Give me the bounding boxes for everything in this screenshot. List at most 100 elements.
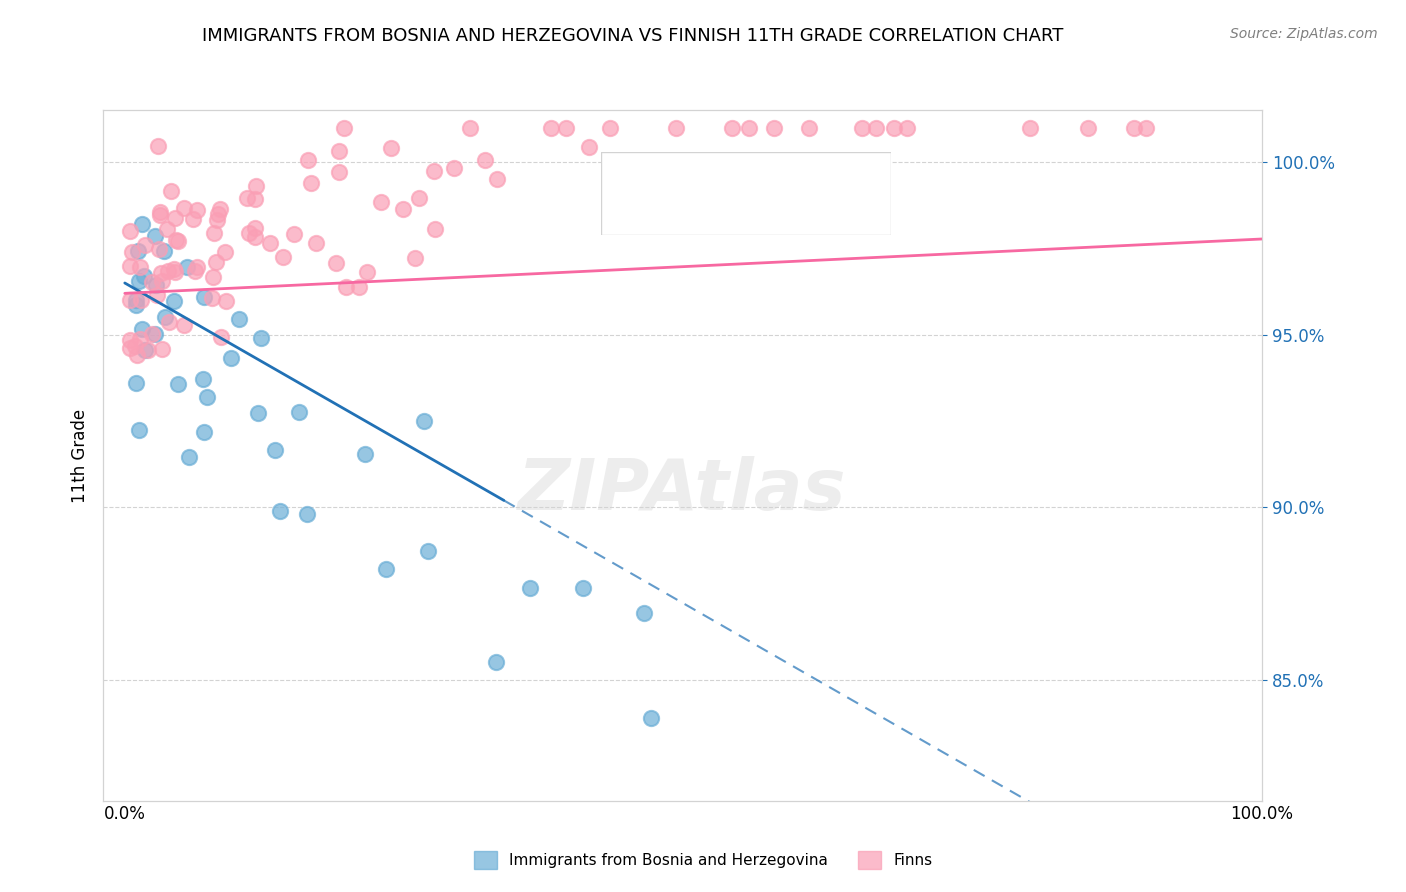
Point: [247, 406, 270, 420]
Point: [193, 290, 215, 304]
Point: [797, 120, 820, 135]
Point: [356, 265, 378, 279]
Point: [186, 203, 208, 218]
Point: [599, 120, 621, 135]
Point: [209, 330, 232, 344]
Point: [124, 376, 146, 391]
Point: [148, 138, 170, 153]
Point: [207, 206, 229, 220]
Point: [721, 120, 744, 135]
Point: [380, 141, 402, 155]
Point: [347, 280, 370, 294]
Point: [173, 318, 195, 333]
Point: [201, 291, 224, 305]
Point: [163, 211, 186, 226]
Point: [1077, 120, 1099, 135]
Point: [191, 372, 214, 386]
Point: [143, 326, 166, 341]
Point: [128, 274, 150, 288]
Point: [269, 504, 291, 518]
Point: [738, 120, 761, 135]
Point: [149, 208, 172, 222]
Point: [250, 331, 273, 345]
Point: [150, 342, 173, 356]
Point: [1135, 120, 1157, 135]
Point: [120, 333, 142, 347]
Point: [245, 230, 267, 244]
Point: [134, 343, 156, 357]
Point: [271, 250, 294, 264]
Point: [193, 425, 215, 439]
Point: [295, 507, 318, 521]
Point: [214, 293, 236, 308]
Point: [152, 274, 174, 288]
Point: [236, 191, 259, 205]
Point: [214, 245, 236, 260]
Point: [865, 120, 887, 135]
Point: [156, 221, 179, 235]
Point: [283, 227, 305, 241]
Point: [1123, 120, 1146, 135]
Y-axis label: 11th Grade: 11th Grade: [72, 409, 89, 502]
Point: [297, 153, 319, 168]
Point: [228, 312, 250, 326]
Point: [163, 293, 186, 308]
Point: [474, 153, 496, 167]
Point: [149, 205, 172, 219]
Point: [155, 310, 177, 324]
Legend: Immigrants from Bosnia and Herzegovina, Finns: Immigrants from Bosnia and Herzegovina, …: [467, 845, 939, 875]
Point: [120, 293, 142, 308]
Point: [883, 120, 905, 135]
Point: [149, 266, 172, 280]
Point: [157, 315, 180, 329]
Point: [124, 298, 146, 312]
Point: [572, 581, 595, 595]
Point: [519, 581, 541, 595]
Point: [392, 202, 415, 217]
Point: [128, 423, 150, 437]
Point: [128, 332, 150, 346]
Point: [145, 277, 167, 292]
Point: [374, 562, 396, 576]
Point: [259, 235, 281, 250]
Point: [167, 234, 190, 248]
Point: [485, 172, 508, 186]
Point: [851, 120, 873, 135]
Point: [633, 606, 655, 620]
Point: [124, 293, 146, 307]
Point: [183, 212, 205, 227]
Point: [328, 144, 350, 158]
Point: [141, 275, 163, 289]
Point: [127, 348, 149, 362]
Point: [243, 192, 266, 206]
Point: [288, 404, 311, 418]
Point: [179, 450, 201, 465]
Point: [245, 179, 267, 194]
Point: [332, 120, 354, 135]
Point: [640, 710, 662, 724]
Point: [136, 343, 159, 357]
Point: [354, 447, 377, 461]
Point: [202, 226, 225, 240]
Text: ZIPAtlas: ZIPAtlas: [519, 456, 846, 524]
Point: [896, 120, 918, 135]
Point: [221, 351, 243, 366]
Point: [131, 218, 153, 232]
Point: [264, 443, 287, 458]
Point: [540, 120, 562, 135]
Point: [335, 280, 357, 294]
Point: [204, 255, 226, 269]
Point: [131, 322, 153, 336]
Point: [418, 544, 440, 558]
Point: [443, 161, 465, 176]
Point: [299, 176, 322, 190]
Point: [132, 268, 155, 283]
Point: [208, 202, 231, 216]
Point: [127, 244, 149, 259]
Point: [412, 414, 434, 428]
Point: [423, 164, 446, 178]
Point: [173, 201, 195, 215]
Point: [485, 656, 508, 670]
Point: [143, 229, 166, 244]
Point: [184, 264, 207, 278]
